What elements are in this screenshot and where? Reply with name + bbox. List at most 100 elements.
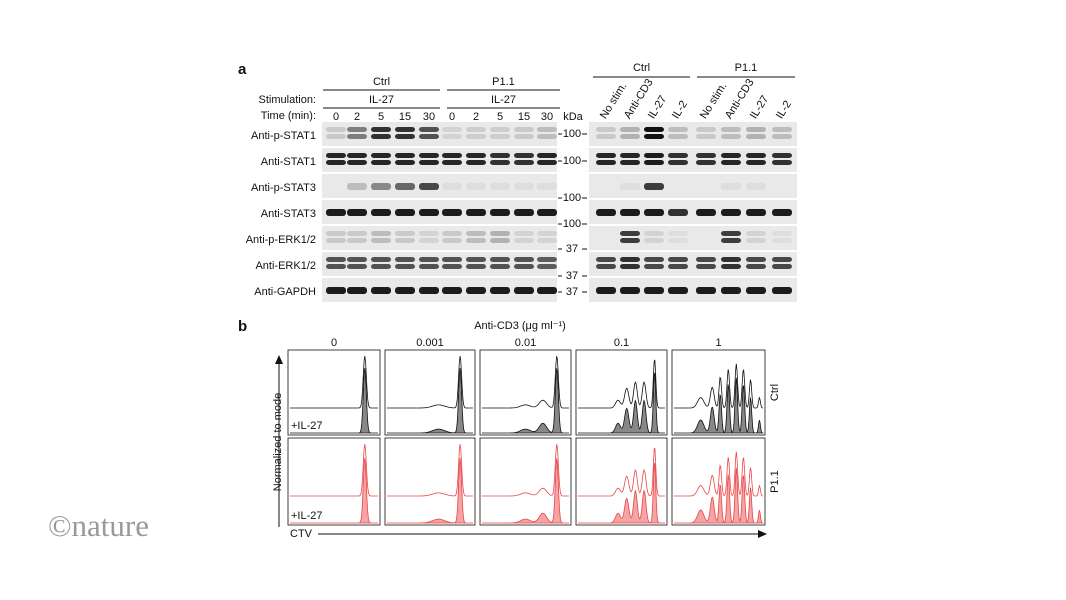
band — [746, 183, 766, 190]
band — [696, 209, 716, 216]
marker: 37 — [566, 286, 578, 298]
band — [596, 160, 616, 165]
histogram-filled — [290, 367, 378, 434]
band — [371, 264, 391, 269]
blot — [589, 226, 797, 250]
band — [442, 183, 462, 190]
band — [514, 287, 534, 294]
band — [347, 209, 367, 216]
band — [371, 238, 391, 243]
band — [696, 287, 716, 294]
blot — [322, 174, 557, 198]
band — [746, 153, 766, 158]
time: 30 — [423, 111, 435, 123]
band — [772, 231, 792, 236]
band — [466, 209, 486, 216]
histogram-outline — [482, 444, 569, 497]
row-label: Anti-ERK1/2 — [255, 260, 316, 272]
band — [537, 257, 557, 262]
band — [721, 238, 741, 243]
band — [326, 153, 346, 158]
group-label: P1.1 — [492, 76, 515, 88]
band — [347, 127, 367, 132]
band — [395, 264, 415, 269]
band — [442, 134, 462, 139]
histogram-filled — [290, 457, 378, 524]
band — [721, 127, 741, 132]
band — [620, 134, 640, 139]
band — [395, 209, 415, 216]
band — [395, 257, 415, 262]
kda-label: kDa — [563, 111, 583, 123]
band — [644, 134, 664, 139]
band — [772, 160, 792, 165]
band — [490, 160, 510, 165]
band — [721, 264, 741, 269]
time: 15 — [518, 111, 530, 123]
band — [442, 209, 462, 216]
blot — [322, 226, 557, 250]
panel-title: Anti-CD3 (μg ml⁻¹) — [474, 320, 566, 332]
band — [772, 127, 792, 132]
band — [419, 264, 439, 269]
band — [466, 127, 486, 132]
band — [347, 231, 367, 236]
band — [537, 183, 557, 190]
band — [371, 183, 391, 190]
band — [490, 183, 510, 190]
plot-box — [575, 437, 668, 526]
band — [721, 153, 741, 158]
band — [466, 287, 486, 294]
band — [490, 287, 510, 294]
band — [620, 160, 640, 165]
band — [620, 231, 640, 236]
band — [668, 153, 688, 158]
band — [347, 160, 367, 165]
band — [537, 209, 557, 216]
band — [596, 153, 616, 158]
band — [371, 287, 391, 294]
band — [596, 134, 616, 139]
row-label: P1.1 — [769, 470, 781, 493]
band — [696, 153, 716, 158]
band — [644, 153, 664, 158]
band — [326, 238, 346, 243]
band — [746, 209, 766, 216]
concentration: 0.01 — [515, 337, 536, 349]
band — [596, 257, 616, 262]
band — [721, 183, 741, 190]
band — [644, 127, 664, 132]
band — [419, 160, 439, 165]
band — [620, 287, 640, 294]
histogram-outline — [290, 355, 378, 409]
band — [537, 153, 557, 158]
band — [537, 231, 557, 236]
band — [419, 231, 439, 236]
histogram-outline — [578, 359, 665, 409]
histogram-filled — [482, 368, 569, 434]
band — [419, 238, 439, 243]
band — [514, 231, 534, 236]
stimulation: IL-27 — [369, 94, 394, 106]
band — [772, 287, 792, 294]
band — [644, 257, 664, 262]
band — [442, 231, 462, 236]
band — [537, 160, 557, 165]
band — [620, 209, 640, 216]
band — [395, 287, 415, 294]
band — [466, 231, 486, 236]
band — [746, 231, 766, 236]
band — [537, 287, 557, 294]
band — [371, 231, 391, 236]
group-label: Ctrl — [373, 76, 390, 88]
band — [620, 183, 640, 190]
band — [620, 153, 640, 158]
band — [668, 127, 688, 132]
stimulation-label: Stimulation: — [259, 94, 316, 106]
band — [347, 257, 367, 262]
band — [490, 231, 510, 236]
band — [620, 257, 640, 262]
inset-label: +IL-27 — [291, 420, 323, 432]
band — [371, 134, 391, 139]
